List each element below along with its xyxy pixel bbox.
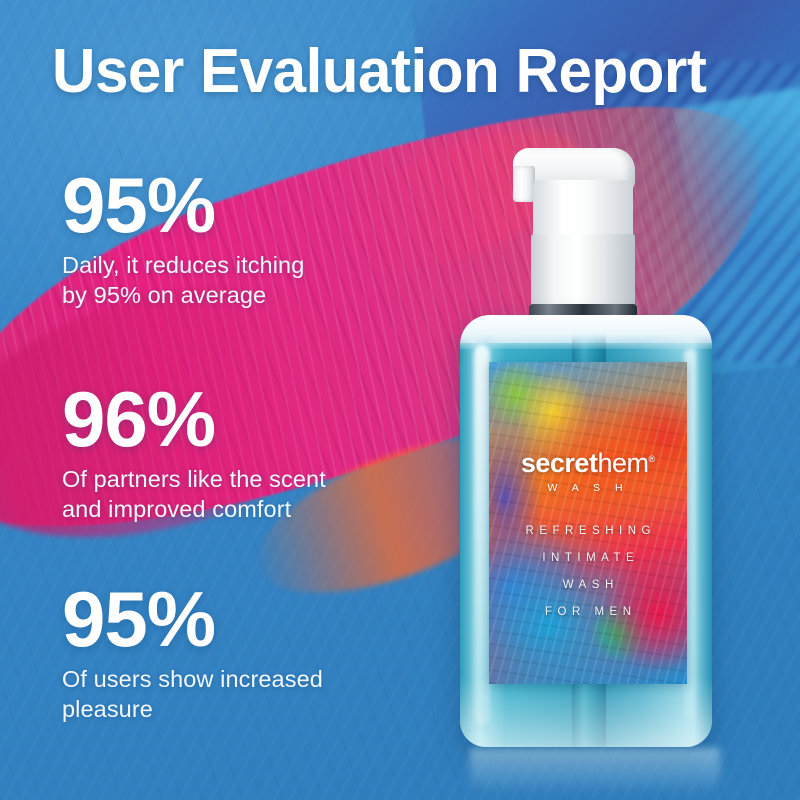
bottle-reflection: [470, 748, 720, 794]
bottle-bottom-sheen: [460, 677, 712, 747]
brand-name-bold: secret: [520, 448, 598, 478]
stat-block-1: 95% Daily, it reduces itching by 95% on …: [62, 161, 304, 310]
brand-logo: secrethem®: [521, 450, 655, 477]
stat-caption-3-line-1: Of users show increased: [62, 665, 323, 692]
product-label: secrethem® W A S H REFRESHING INTIMATE W…: [489, 362, 687, 684]
brand-subtitle: W A S H: [547, 482, 629, 494]
label-text-group: secrethem® W A S H REFRESHING INTIMATE W…: [489, 362, 687, 684]
label-paint-texture: [489, 362, 687, 684]
stat-caption-3: Of users show increased pleasure: [62, 664, 323, 724]
stat-caption-1: Daily, it reduces itching by 95% on aver…: [62, 250, 304, 310]
bottle-highlight-right: [684, 349, 696, 719]
description-line-4: FOR MEN: [544, 606, 637, 619]
pump-spout: [513, 166, 535, 202]
page-title: User Evaluation Report: [52, 37, 707, 106]
stat-caption-2-line-1: Of partners like the scent: [62, 465, 326, 492]
bottle-top-gloss: [460, 315, 712, 349]
description-line-3: WASH: [562, 579, 619, 592]
product-description: REFRESHING INTIMATE WASH FOR MEN: [520, 518, 656, 626]
registered-trademark-icon: ®: [648, 454, 656, 464]
stat-block-3: 95% Of users show increased pleasure: [62, 575, 323, 724]
stat-caption-1-line-2: by 95% on average: [62, 281, 267, 308]
pump-collar: [531, 234, 635, 308]
description-line-2: INTIMATE: [542, 552, 640, 565]
label-paint-artwork: [489, 362, 687, 684]
product-bottle: secrethem® W A S H REFRESHING INTIMATE W…: [455, 130, 775, 770]
pump-neck: [533, 180, 633, 238]
stat-caption-2-line-2: and improved comfort: [62, 495, 292, 522]
stat-value-2: 96%: [62, 375, 216, 463]
stat-caption-2: Of partners like the scent and improved …: [62, 464, 326, 524]
stat-caption-3-line-2: pleasure: [62, 695, 153, 722]
stat-caption-1-line-1: Daily, it reduces itching: [62, 251, 305, 278]
bottle-highlight-left: [474, 345, 490, 725]
stat-value-1: 95%: [62, 161, 216, 249]
brand-name-light: hem: [597, 448, 649, 478]
description-line-1: REFRESHING: [525, 525, 656, 537]
stat-block-2: 96% Of partners like the scent and impro…: [62, 375, 326, 524]
stat-value-3: 95%: [62, 575, 216, 663]
